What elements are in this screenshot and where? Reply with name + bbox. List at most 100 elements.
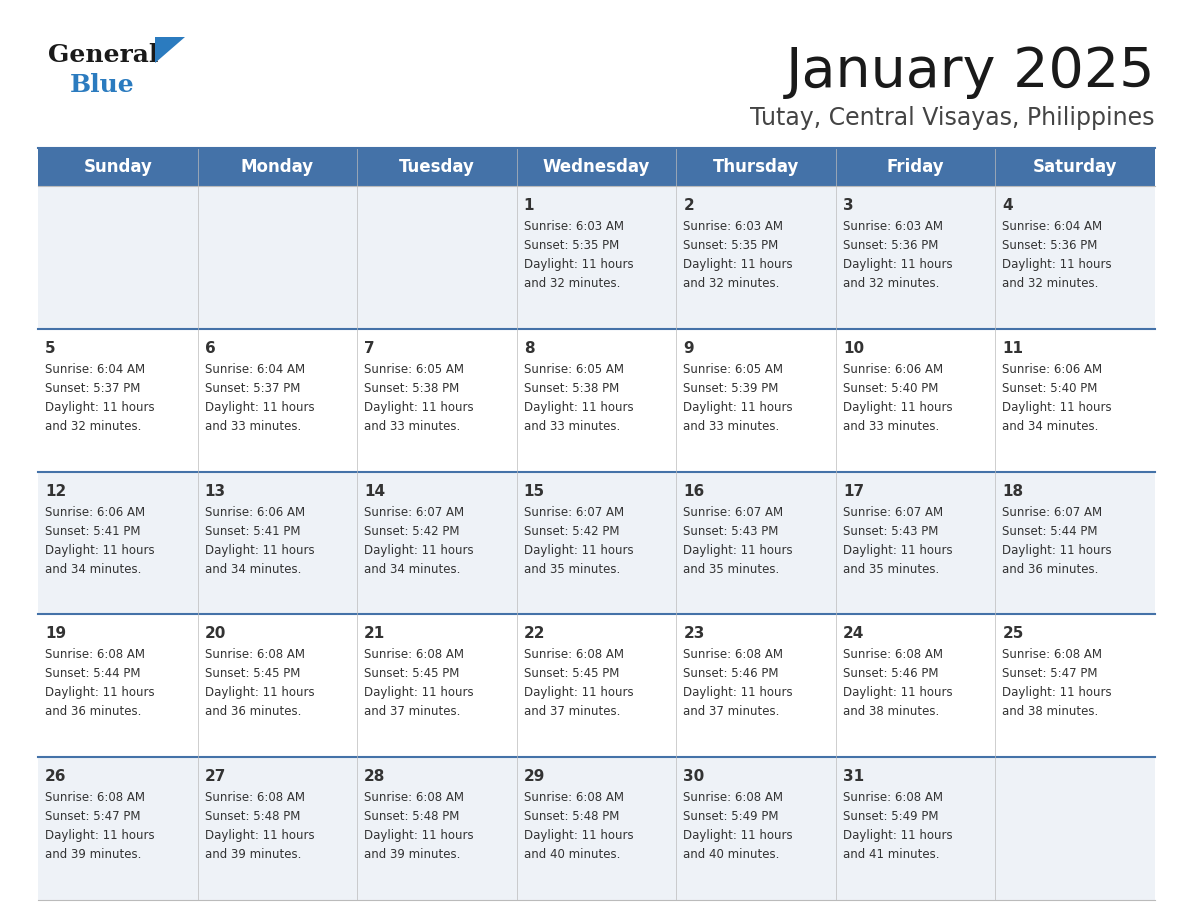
Text: Daylight: 11 hours: Daylight: 11 hours xyxy=(45,687,154,700)
Text: Sunset: 5:47 PM: Sunset: 5:47 PM xyxy=(1003,667,1098,680)
Bar xyxy=(358,329,517,472)
Bar xyxy=(676,148,836,186)
Text: and 33 minutes.: and 33 minutes. xyxy=(842,420,939,432)
Text: Sunset: 5:35 PM: Sunset: 5:35 PM xyxy=(683,239,778,252)
Bar xyxy=(358,472,517,614)
Text: and 34 minutes.: and 34 minutes. xyxy=(1003,420,1099,432)
Bar xyxy=(38,329,197,472)
Text: Sunset: 5:42 PM: Sunset: 5:42 PM xyxy=(365,524,460,538)
Bar xyxy=(517,186,676,329)
Text: Sunrise: 6:06 AM: Sunrise: 6:06 AM xyxy=(1003,363,1102,375)
Bar xyxy=(358,186,517,329)
Text: Thursday: Thursday xyxy=(713,158,800,176)
Text: Sunrise: 6:08 AM: Sunrise: 6:08 AM xyxy=(1003,648,1102,661)
Text: 30: 30 xyxy=(683,769,704,784)
Text: and 34 minutes.: and 34 minutes. xyxy=(45,563,141,576)
Text: 1: 1 xyxy=(524,198,535,213)
Text: Sunset: 5:46 PM: Sunset: 5:46 PM xyxy=(842,667,939,680)
Text: Blue: Blue xyxy=(70,73,134,97)
Text: 24: 24 xyxy=(842,626,864,642)
Text: Sunset: 5:36 PM: Sunset: 5:36 PM xyxy=(842,239,939,252)
Text: Sunset: 5:39 PM: Sunset: 5:39 PM xyxy=(683,382,778,395)
Text: and 37 minutes.: and 37 minutes. xyxy=(365,705,461,719)
Text: Sunset: 5:35 PM: Sunset: 5:35 PM xyxy=(524,239,619,252)
Text: Sunset: 5:44 PM: Sunset: 5:44 PM xyxy=(45,667,140,680)
Bar xyxy=(996,186,1155,329)
Text: Sunrise: 6:08 AM: Sunrise: 6:08 AM xyxy=(683,648,783,661)
Polygon shape xyxy=(154,37,185,63)
Text: Daylight: 11 hours: Daylight: 11 hours xyxy=(842,829,953,842)
Text: 27: 27 xyxy=(204,769,226,784)
Text: Sunrise: 6:04 AM: Sunrise: 6:04 AM xyxy=(45,363,145,375)
Text: and 37 minutes.: and 37 minutes. xyxy=(683,705,779,719)
Text: Sunset: 5:47 PM: Sunset: 5:47 PM xyxy=(45,811,140,823)
Bar xyxy=(676,186,836,329)
Text: Daylight: 11 hours: Daylight: 11 hours xyxy=(842,687,953,700)
Bar xyxy=(676,614,836,757)
Text: Sunrise: 6:08 AM: Sunrise: 6:08 AM xyxy=(365,791,465,804)
Bar xyxy=(836,472,996,614)
Bar xyxy=(358,148,517,186)
Text: Daylight: 11 hours: Daylight: 11 hours xyxy=(204,543,314,556)
Text: Tutay, Central Visayas, Philippines: Tutay, Central Visayas, Philippines xyxy=(751,106,1155,130)
Text: 6: 6 xyxy=(204,341,215,356)
Text: 16: 16 xyxy=(683,484,704,498)
Text: 12: 12 xyxy=(45,484,67,498)
Text: 13: 13 xyxy=(204,484,226,498)
Text: 31: 31 xyxy=(842,769,864,784)
Text: Sunset: 5:43 PM: Sunset: 5:43 PM xyxy=(683,524,778,538)
Text: and 37 minutes.: and 37 minutes. xyxy=(524,705,620,719)
Bar xyxy=(996,472,1155,614)
Text: 3: 3 xyxy=(842,198,853,213)
Text: Sunrise: 6:08 AM: Sunrise: 6:08 AM xyxy=(204,791,304,804)
Text: and 39 minutes.: and 39 minutes. xyxy=(45,848,141,861)
Text: Daylight: 11 hours: Daylight: 11 hours xyxy=(204,401,314,414)
Text: Daylight: 11 hours: Daylight: 11 hours xyxy=(1003,258,1112,271)
Text: 10: 10 xyxy=(842,341,864,356)
Bar xyxy=(358,757,517,900)
Text: Sunset: 5:36 PM: Sunset: 5:36 PM xyxy=(1003,239,1098,252)
Text: 7: 7 xyxy=(365,341,374,356)
Text: Daylight: 11 hours: Daylight: 11 hours xyxy=(683,829,792,842)
Text: Sunset: 5:37 PM: Sunset: 5:37 PM xyxy=(45,382,140,395)
Text: Daylight: 11 hours: Daylight: 11 hours xyxy=(365,829,474,842)
Text: Sunrise: 6:07 AM: Sunrise: 6:07 AM xyxy=(524,506,624,519)
Bar xyxy=(197,472,358,614)
Bar xyxy=(517,472,676,614)
Text: Sunset: 5:45 PM: Sunset: 5:45 PM xyxy=(524,667,619,680)
Text: January 2025: January 2025 xyxy=(785,45,1155,99)
Text: Sunrise: 6:07 AM: Sunrise: 6:07 AM xyxy=(842,506,943,519)
Text: and 35 minutes.: and 35 minutes. xyxy=(683,563,779,576)
Bar xyxy=(517,148,676,186)
Bar xyxy=(836,186,996,329)
Text: and 32 minutes.: and 32 minutes. xyxy=(842,277,940,290)
Text: Daylight: 11 hours: Daylight: 11 hours xyxy=(524,543,633,556)
Bar xyxy=(197,757,358,900)
Text: Daylight: 11 hours: Daylight: 11 hours xyxy=(842,543,953,556)
Text: Sunrise: 6:08 AM: Sunrise: 6:08 AM xyxy=(842,648,943,661)
Text: Sunrise: 6:04 AM: Sunrise: 6:04 AM xyxy=(1003,220,1102,233)
Bar xyxy=(38,757,197,900)
Text: and 33 minutes.: and 33 minutes. xyxy=(365,420,461,432)
Text: and 32 minutes.: and 32 minutes. xyxy=(1003,277,1099,290)
Text: Daylight: 11 hours: Daylight: 11 hours xyxy=(1003,401,1112,414)
Text: and 33 minutes.: and 33 minutes. xyxy=(524,420,620,432)
Text: 20: 20 xyxy=(204,626,226,642)
Text: Daylight: 11 hours: Daylight: 11 hours xyxy=(45,401,154,414)
Text: 28: 28 xyxy=(365,769,386,784)
Text: Sunrise: 6:03 AM: Sunrise: 6:03 AM xyxy=(683,220,783,233)
Bar xyxy=(996,614,1155,757)
Text: Daylight: 11 hours: Daylight: 11 hours xyxy=(683,687,792,700)
Text: Daylight: 11 hours: Daylight: 11 hours xyxy=(1003,687,1112,700)
Text: Sunset: 5:43 PM: Sunset: 5:43 PM xyxy=(842,524,939,538)
Text: 8: 8 xyxy=(524,341,535,356)
Text: Sunrise: 6:08 AM: Sunrise: 6:08 AM xyxy=(842,791,943,804)
Text: Sunset: 5:41 PM: Sunset: 5:41 PM xyxy=(45,524,140,538)
Text: Sunset: 5:44 PM: Sunset: 5:44 PM xyxy=(1003,524,1098,538)
Text: and 35 minutes.: and 35 minutes. xyxy=(842,563,939,576)
Text: Sunrise: 6:08 AM: Sunrise: 6:08 AM xyxy=(45,791,145,804)
Bar xyxy=(517,329,676,472)
Text: Sunrise: 6:08 AM: Sunrise: 6:08 AM xyxy=(524,791,624,804)
Text: and 34 minutes.: and 34 minutes. xyxy=(365,563,461,576)
Text: and 34 minutes.: and 34 minutes. xyxy=(204,563,301,576)
